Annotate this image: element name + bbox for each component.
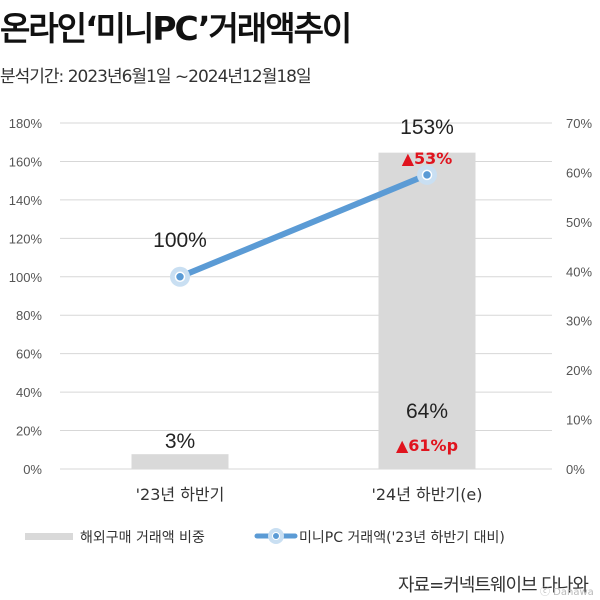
chart-subtitle: 분석기간: 2023년6월1일 ~2024년12월18일 [0, 67, 312, 87]
line-marker-core [174, 271, 186, 283]
y-left-tick-label: 120% [9, 231, 43, 246]
y-left-tick-label: 160% [9, 154, 43, 169]
y-right-tick-label: 0% [566, 462, 585, 477]
y-right-tick-label: 60% [566, 165, 592, 180]
legend-bar-swatch [25, 533, 73, 540]
line-marker-core [421, 169, 433, 181]
y-left-tick-label: 0% [23, 462, 42, 477]
chart-title: 온라인‘미니PC’거래액추이 [0, 9, 352, 48]
y-right-tick-label: 30% [566, 314, 592, 329]
line-series [177, 171, 430, 280]
y-left-tick-label: 20% [16, 424, 42, 439]
y-right-tick-label: 10% [566, 413, 592, 428]
y-left-tick-label: 100% [9, 270, 43, 285]
bar-change-label: ▲61%p [396, 436, 458, 455]
y-right-tick-label: 20% [566, 363, 592, 378]
y-right-tick-label: 40% [566, 264, 592, 279]
legend-line-marker-core [272, 532, 280, 540]
line-change-label: ▲53% [402, 149, 453, 168]
line-value-label: 100% [153, 229, 207, 252]
y-right-tick-label: 50% [566, 215, 592, 230]
y-left-tick-label: 80% [16, 308, 42, 323]
y-left-tick-label: 140% [9, 193, 43, 208]
source-note: 자료=커넥트웨이브 다나와 [398, 575, 589, 596]
y-left-tick-label: 180% [9, 116, 43, 131]
y-left-tick-label: 60% [16, 347, 42, 362]
legend-line-label: 미니PC 거래액('23년 하반기 대비) [299, 530, 505, 546]
x-category-label: '24년 하반기(e) [371, 485, 482, 504]
x-category-label: '23년 하반기 [136, 485, 225, 504]
bar-value-label: 64% [406, 400, 448, 423]
y-right-tick-label: 70% [566, 116, 592, 131]
y-left-tick-label: 40% [16, 385, 42, 400]
bar [131, 454, 229, 469]
line-value-label: 153% [400, 116, 454, 139]
bar [378, 152, 476, 469]
bar-value-label: 3% [165, 430, 195, 453]
watermark: ⓒ Danawa [540, 587, 594, 598]
legend-bar-label: 해외구매 거래액 비중 [80, 530, 205, 546]
